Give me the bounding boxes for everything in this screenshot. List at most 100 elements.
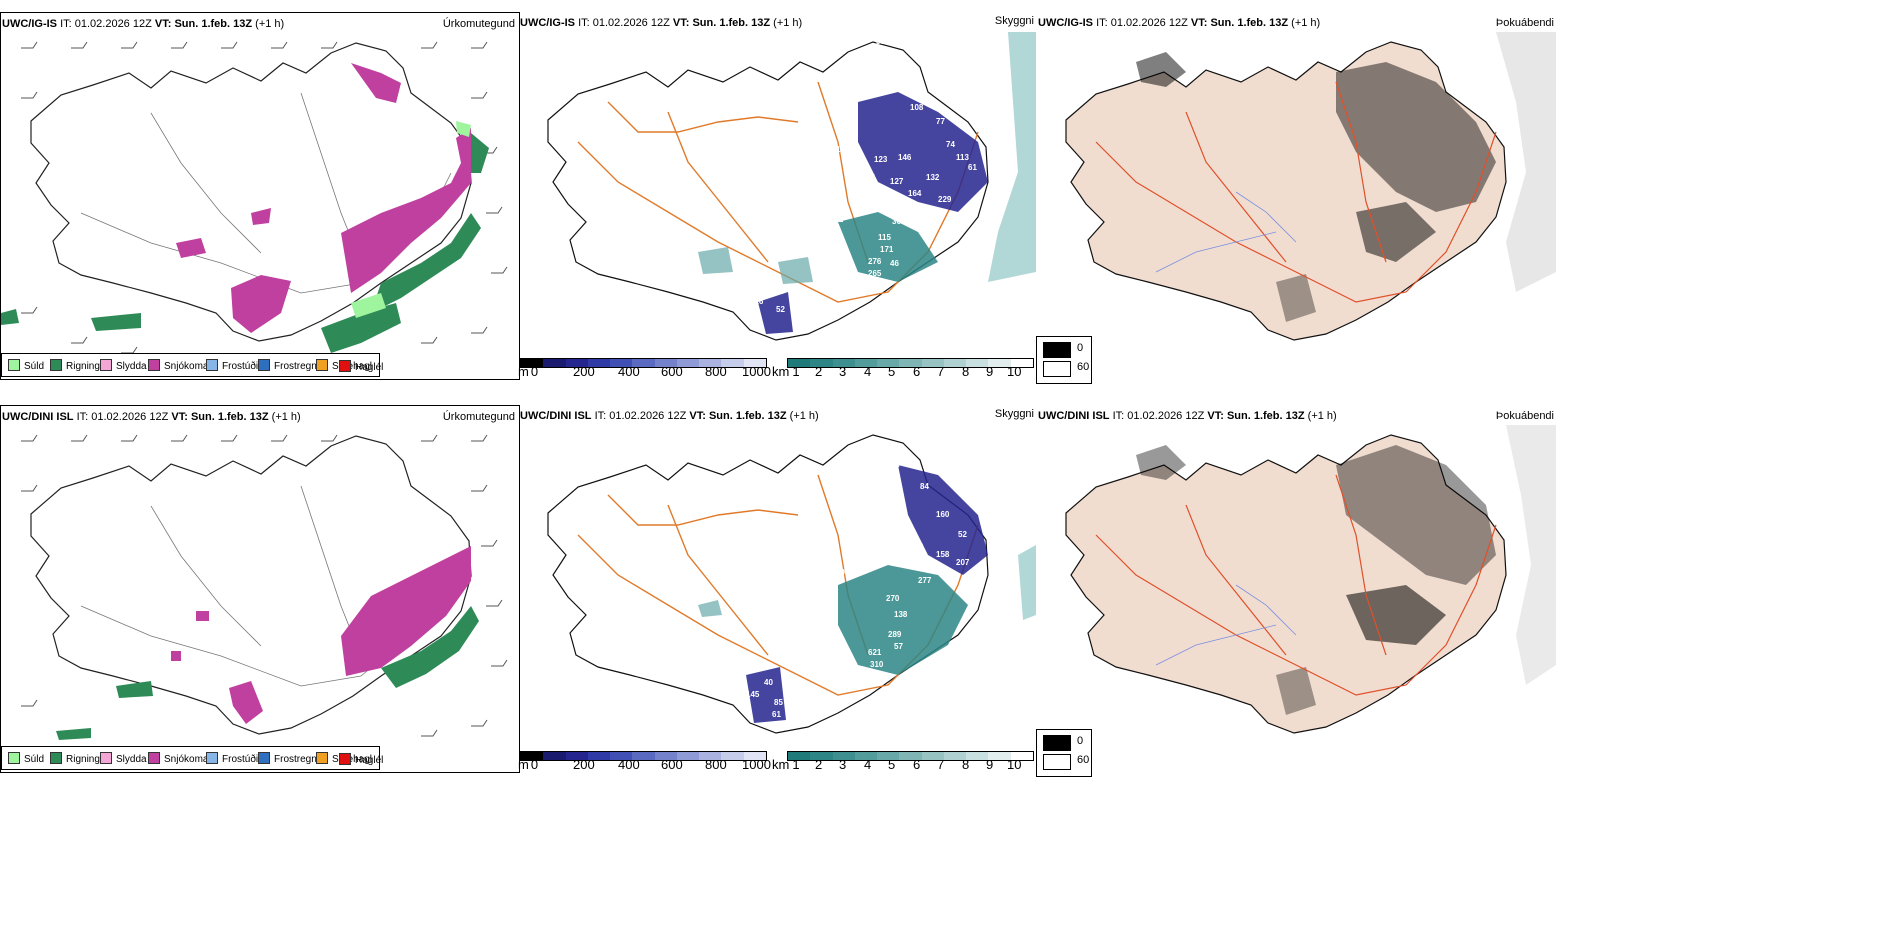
visibility-colorbar-step bbox=[810, 359, 833, 367]
visibility-value-label: 265 bbox=[868, 269, 882, 278]
visibility-colorbar-step bbox=[1010, 359, 1033, 367]
product-label: Úrkomutegund bbox=[442, 18, 515, 30]
fog-shading bbox=[1136, 52, 1496, 322]
fog-map-1 bbox=[1065, 32, 1556, 341]
visibility-colorbar-step bbox=[788, 752, 811, 760]
fog-map-2 bbox=[1065, 425, 1556, 734]
visibility-value-label: 77 bbox=[936, 117, 945, 126]
sleet-swatch bbox=[100, 752, 112, 764]
ice-pellets-swatch bbox=[316, 359, 328, 371]
visibility-value-label: 23 bbox=[630, 478, 639, 487]
fog-value-low: 0 bbox=[1077, 342, 1084, 354]
fog-value-high: 60 bbox=[1077, 361, 1090, 373]
height-colorbar-step bbox=[565, 359, 588, 367]
height-ticks: m 0 200 400 600 800 1000 bbox=[518, 364, 771, 379]
fog-swatch-low bbox=[1043, 342, 1071, 358]
visibility-value-label: 268 bbox=[870, 187, 884, 196]
visibility-colorbar-step bbox=[1010, 752, 1033, 760]
visibility-colorbar-step bbox=[966, 359, 989, 367]
height-colorbar-step bbox=[632, 359, 655, 367]
visibility-colorbar-step bbox=[899, 752, 922, 760]
visibility-value-label: 146 bbox=[898, 153, 912, 162]
precip-map-1 bbox=[1, 41, 508, 354]
visibility-value-label: 82 bbox=[906, 75, 915, 84]
height-colorbar-step bbox=[610, 752, 633, 760]
visibility-colorbar bbox=[787, 751, 1034, 761]
visibility-value-label: 108 bbox=[910, 103, 924, 112]
height-colorbar-step bbox=[543, 359, 566, 367]
drizzle-swatch bbox=[8, 752, 20, 764]
visibility-value-label: 276 bbox=[868, 257, 882, 266]
offshore-visibility bbox=[1018, 545, 1036, 620]
snow-areas bbox=[176, 63, 471, 333]
height-colorbar-step bbox=[521, 359, 544, 367]
rivers bbox=[1155, 191, 1297, 273]
fog-swatch-high bbox=[1043, 361, 1071, 377]
visibility-value-label: 84 bbox=[920, 482, 929, 491]
visibility-value-label: 40 bbox=[764, 678, 773, 687]
product-label: Skyggni bbox=[994, 15, 1034, 27]
visibility-value-label: 395 bbox=[836, 568, 850, 577]
height-colorbar-step bbox=[587, 359, 611, 367]
fog-swatch-low bbox=[1043, 735, 1071, 751]
visibility-colorbar-step bbox=[877, 752, 900, 760]
visibility-value-label: 126 bbox=[750, 297, 764, 306]
visibility-value-label: 538 bbox=[876, 37, 890, 46]
visibility-value-label: 52 bbox=[958, 530, 967, 539]
offshore-fog bbox=[1506, 425, 1556, 685]
freezing-rain-swatch bbox=[258, 359, 270, 371]
ice-pellets-swatch bbox=[316, 752, 328, 764]
visibility-value-label: 115 bbox=[878, 233, 891, 242]
height-colorbar-step bbox=[632, 752, 655, 760]
visibility-value-label: 621 bbox=[868, 648, 882, 657]
snow-swatch bbox=[148, 752, 160, 764]
height-ticks: m 0 200 400 600 800 1000 bbox=[518, 757, 771, 772]
fog-legend: 0 60 bbox=[1036, 729, 1092, 777]
visibility-colorbar-step bbox=[854, 752, 878, 760]
fog-panel-1: UWC/IG-IS IT: 01.02.2026 12Z VT: Sun. 1.… bbox=[1036, 12, 1556, 384]
visibility-ticks: km 1 2 3 4 5 6 7 8 9 10 bbox=[772, 364, 1022, 379]
visibility-value-label: 123 bbox=[874, 155, 888, 164]
visibility-map-2: 23 597 84 160 52 365 189 158 207 395 277 270 138 289 6… bbox=[547, 434, 1036, 734]
height-colorbar-step bbox=[743, 752, 766, 760]
fog-panel-2: UWC/DINI ISL IT: 01.02.2026 12Z VT: Sun.… bbox=[1036, 405, 1556, 777]
panel-title: UWC/DINI ISL IT: 01.02.2026 12Z VT: Sun.… bbox=[520, 410, 819, 422]
visibility-panel-1: 538 82 108 77 74 113 61 167 123 146 211 127 132 268 16… bbox=[518, 12, 1036, 379]
visibility-labels: 23 597 84 160 52 365 189 158 207 395 277 270 138 289 6… bbox=[630, 460, 970, 719]
visibility-colorbar-step bbox=[854, 359, 878, 367]
visibility-panel-2: 23 597 84 160 52 365 189 158 207 395 277 270 138 289 6… bbox=[518, 405, 1036, 772]
visibility-value-label: 57 bbox=[894, 642, 903, 651]
visibility-colorbar-step bbox=[921, 752, 944, 760]
visibility-colorbar-step bbox=[810, 752, 833, 760]
height-colorbar-step bbox=[699, 752, 722, 760]
height-colorbar-step bbox=[587, 752, 611, 760]
product-label: Þokuábendi bbox=[1495, 17, 1554, 29]
visibility-value-label: 160 bbox=[936, 510, 950, 519]
visibility-colorbar-step bbox=[988, 752, 1011, 760]
fog-swatch-high bbox=[1043, 754, 1071, 770]
sleet-swatch bbox=[100, 359, 112, 371]
roads bbox=[1095, 81, 1497, 303]
height-colorbar-step bbox=[699, 359, 722, 367]
rain-areas bbox=[56, 606, 479, 740]
height-colorbar-step bbox=[676, 359, 700, 367]
visibility-value-label: 46 bbox=[890, 259, 899, 268]
height-colorbar-step bbox=[676, 752, 700, 760]
product-label: Úrkomutegund bbox=[442, 411, 515, 423]
visibility-value-label: 172 bbox=[830, 215, 844, 224]
visibility-value-label: 85 bbox=[774, 698, 783, 707]
visibility-colorbar-step bbox=[966, 752, 989, 760]
height-colorbar-step bbox=[610, 359, 633, 367]
visibility-value-label: 597 bbox=[888, 460, 902, 469]
roads bbox=[1095, 474, 1497, 696]
snow-swatch bbox=[148, 359, 160, 371]
low-visibility-areas bbox=[698, 465, 988, 723]
offshore-fog bbox=[1496, 32, 1556, 292]
height-colorbar-step bbox=[743, 359, 766, 367]
precip-map-2 bbox=[21, 434, 508, 740]
visibility-value-label: 310 bbox=[870, 660, 884, 669]
fog-shading bbox=[1136, 445, 1496, 715]
low-visibility-areas bbox=[698, 92, 988, 334]
visibility-colorbar-step bbox=[832, 359, 855, 367]
visibility-colorbar-step bbox=[877, 359, 900, 367]
